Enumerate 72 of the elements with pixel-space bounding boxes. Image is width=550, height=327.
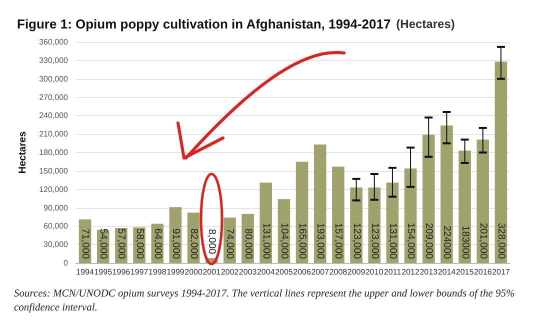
data-label: 165,000 (296, 222, 308, 260)
x-tick-label: 1998 (148, 268, 167, 276)
data-label: 57,000 (116, 228, 127, 260)
x-tick-label: 2013 (420, 268, 438, 276)
y-tick-label: 240,000 (39, 111, 69, 120)
bar (314, 144, 326, 263)
data-label: 157,000 (332, 222, 344, 260)
data-label: 209,000 (423, 222, 434, 260)
x-tick-label: 2011 (384, 268, 402, 276)
x-tick-label: 2017 (492, 268, 510, 276)
x-tick-label: 2005 (275, 268, 294, 276)
y-tick-label: 0 (64, 258, 69, 268)
bar (494, 62, 508, 263)
y-tick-label: 210,000 (39, 130, 69, 139)
chart-subtitle: (Hectares) (396, 17, 455, 31)
bar (476, 140, 490, 263)
x-tick-label: 2008 (329, 268, 348, 276)
y-tick-label: 90,000 (44, 203, 69, 212)
y-tick-label: 360,000 (39, 38, 69, 46)
x-tick-label: 2001 (202, 268, 222, 276)
data-label: 224000 (441, 226, 452, 260)
y-tick-label: 150,000 (39, 166, 69, 176)
x-tick-label: 1997 (130, 268, 149, 276)
data-label: 58,000 (134, 228, 145, 260)
bar (332, 166, 344, 263)
x-tick-label: 2012 (402, 268, 420, 276)
y-tick-label: 330,000 (39, 56, 69, 65)
x-tick-label: 2015 (456, 268, 474, 276)
data-label: 328,000 (495, 222, 506, 260)
x-tick-label: 2006 (293, 268, 312, 276)
y-tick-label: 30,000 (44, 240, 69, 250)
data-label: 91,000 (170, 228, 181, 260)
x-tick-label: 2004 (256, 268, 276, 276)
x-tick-label: 1999 (166, 268, 185, 276)
data-label: 104,000 (278, 222, 290, 260)
y-tick-label: 180,000 (39, 148, 69, 157)
chart-title: Figure 1: Opium poppy cultivation in Afghanistan, 1994-2017 (17, 16, 391, 32)
x-tick-label: 1995 (94, 268, 113, 276)
data-label: 8,000 (206, 229, 218, 255)
data-label: 131,000 (260, 222, 272, 260)
data-label: 123,000 (368, 222, 380, 260)
data-label: 71,000 (80, 228, 91, 260)
y-tick-label: 270,000 (39, 92, 69, 102)
x-tick-label: 2014 (438, 268, 456, 276)
x-tick-label: 1994 (76, 268, 94, 276)
data-label: 131,000 (386, 222, 398, 260)
x-tick-label: 1996 (112, 268, 131, 276)
data-label: 154,000 (405, 222, 416, 260)
x-tick-label: 2010 (365, 268, 384, 276)
y-axis-title: Hectares (18, 130, 28, 174)
bar (422, 134, 435, 263)
x-tick-label: 2007 (311, 268, 330, 276)
y-tick-label: 120,000 (39, 184, 69, 194)
x-tick-label: 2003 (238, 268, 258, 276)
x-tick-label: 2000 (184, 268, 203, 276)
data-label: 54,000 (98, 228, 109, 260)
data-label: 80,000 (242, 228, 254, 260)
data-label: 74,000 (224, 228, 236, 260)
x-tick-label: 2009 (347, 268, 366, 276)
data-label: 193,000 (314, 222, 326, 260)
data-label: 201,000 (477, 222, 488, 260)
data-label: 64,000 (152, 228, 163, 260)
source-note: Sources: MCN/UNODC opium surveys 1994-2017. The vertical lines represent the upper and lower bounds of the 95% confidence interval. (14, 288, 518, 314)
x-tick-label: 2016 (474, 268, 492, 276)
data-label: 183000 (459, 226, 470, 260)
y-tick-label: 60,000 (44, 222, 69, 231)
bar (458, 150, 471, 263)
data-label: 123,000 (350, 222, 362, 260)
y-tick-label: 300,000 (39, 74, 69, 84)
x-tick-label: 2002 (220, 268, 240, 276)
bar (440, 125, 453, 263)
data-label: 82,000 (188, 228, 200, 260)
